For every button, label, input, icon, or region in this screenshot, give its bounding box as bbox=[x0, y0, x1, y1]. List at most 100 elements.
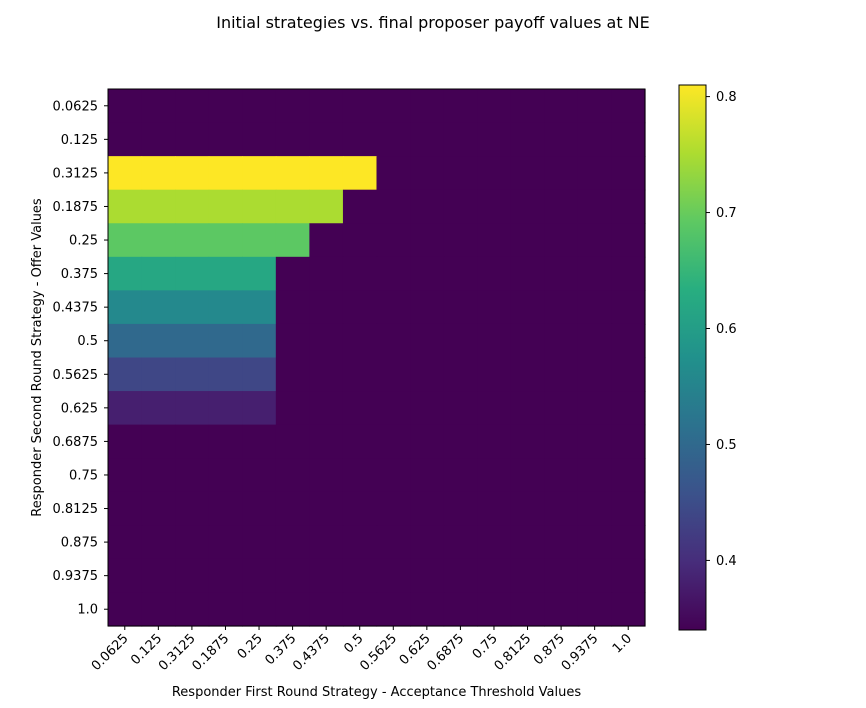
y-tick-label: 1.0 bbox=[77, 603, 98, 618]
heatmap-cell bbox=[342, 558, 378, 594]
heatmap-cell bbox=[108, 323, 143, 359]
heatmap-cell bbox=[275, 156, 310, 191]
heatmap-cell bbox=[544, 391, 579, 426]
heatmap-cell bbox=[544, 156, 579, 191]
heatmap-cell bbox=[611, 290, 646, 325]
heatmap-cell bbox=[376, 189, 411, 224]
heatmap-cell bbox=[376, 592, 411, 627]
heatmap-cell bbox=[376, 357, 411, 392]
heatmap-cell bbox=[410, 357, 445, 392]
heatmap-cell bbox=[342, 357, 378, 392]
heatmap-cell bbox=[342, 290, 378, 325]
colorbar-tick-label: 0.6 bbox=[716, 322, 737, 337]
heatmap-cell bbox=[443, 357, 478, 392]
heatmap-cell bbox=[611, 189, 646, 224]
heatmap-cell bbox=[611, 424, 646, 459]
heatmap-cell bbox=[309, 424, 344, 459]
heatmap-cell bbox=[376, 323, 411, 359]
heatmap-cell bbox=[208, 424, 243, 459]
y-axis-label: Responder Second Round Strategy - Offer … bbox=[30, 198, 45, 517]
heatmap-cell bbox=[275, 256, 310, 291]
heatmap-cell bbox=[141, 223, 176, 258]
heatmap-cell bbox=[309, 290, 344, 325]
heatmap-cell bbox=[309, 156, 344, 191]
heatmap-cell bbox=[108, 290, 143, 325]
heatmap-cell bbox=[611, 458, 646, 493]
heatmap-cell bbox=[443, 256, 478, 291]
y-tick-label: 0.0625 bbox=[53, 99, 99, 114]
x-tick-label: 0.6875 bbox=[424, 631, 467, 674]
heatmap-cell bbox=[242, 189, 277, 224]
heatmap-cell bbox=[242, 223, 277, 258]
heatmap-cell bbox=[108, 223, 143, 258]
heatmap-cell bbox=[141, 391, 176, 426]
heatmap-cell bbox=[376, 424, 411, 459]
heatmap-cell bbox=[141, 357, 176, 392]
heatmap-cell bbox=[141, 323, 176, 359]
heatmap-cell bbox=[443, 592, 478, 627]
heatmap-cell bbox=[611, 558, 646, 594]
plot-frame bbox=[107, 88, 646, 627]
heatmap-cell bbox=[175, 491, 210, 526]
heatmap-cell bbox=[208, 357, 243, 392]
heatmap-cell bbox=[108, 558, 143, 594]
heatmap-cell bbox=[208, 525, 243, 560]
heatmap-cell bbox=[477, 256, 512, 291]
heatmap-cell bbox=[342, 592, 378, 627]
heatmap-cell bbox=[376, 122, 411, 157]
heatmap-cell bbox=[175, 558, 210, 594]
heatmap-cell bbox=[175, 592, 210, 627]
heatmap-cell bbox=[309, 391, 344, 426]
heatmap-cell bbox=[577, 256, 613, 291]
heatmap-cell bbox=[544, 89, 579, 124]
heatmap-cell bbox=[175, 323, 210, 359]
heatmap-cell bbox=[342, 122, 378, 157]
y-tick-label: 0.1875 bbox=[53, 200, 99, 215]
heatmap-cell bbox=[443, 323, 478, 359]
heatmap-cell bbox=[175, 223, 210, 258]
heatmap-cell bbox=[544, 491, 579, 526]
heatmap-cell bbox=[309, 525, 344, 560]
heatmap-cell bbox=[477, 357, 512, 392]
heatmap-cell bbox=[342, 256, 378, 291]
heatmap-cell bbox=[275, 491, 310, 526]
heatmap-cell bbox=[611, 357, 646, 392]
heatmap-cell bbox=[611, 323, 646, 359]
heatmap-cell bbox=[510, 357, 545, 392]
heatmap-cell bbox=[242, 122, 277, 157]
heatmap-cell bbox=[510, 256, 545, 291]
heatmap-cell bbox=[410, 592, 445, 627]
heatmap-cell bbox=[443, 558, 478, 594]
heatmap-cell bbox=[242, 458, 277, 493]
heatmap-cell bbox=[108, 357, 143, 392]
heatmap-cell bbox=[342, 189, 378, 224]
heatmap-cell bbox=[443, 223, 478, 258]
heatmap-cell bbox=[275, 122, 310, 157]
heatmap-cell bbox=[544, 424, 579, 459]
heatmap-cell bbox=[141, 592, 176, 627]
heatmap-cell bbox=[510, 156, 545, 191]
heatmap-cell bbox=[376, 256, 411, 291]
y-tick-label: 0.875 bbox=[61, 536, 98, 551]
heatmap-cell bbox=[108, 122, 143, 157]
heatmap-cell bbox=[443, 189, 478, 224]
heatmap-cell bbox=[577, 491, 613, 526]
heatmap-cell bbox=[208, 223, 243, 258]
heatmap-cell bbox=[242, 323, 277, 359]
heatmap-cell bbox=[376, 89, 411, 124]
heatmap-cell bbox=[510, 525, 545, 560]
heatmap-cell bbox=[141, 525, 176, 560]
heatmap-cell bbox=[410, 156, 445, 191]
heatmap-cell bbox=[242, 491, 277, 526]
heatmap-cell bbox=[477, 525, 512, 560]
heatmap-cell bbox=[577, 424, 613, 459]
heatmap-cell bbox=[577, 525, 613, 560]
heatmap-cell bbox=[175, 525, 210, 560]
y-tick-label: 0.8125 bbox=[53, 502, 99, 517]
heatmap-cell bbox=[443, 458, 478, 493]
heatmap-cell bbox=[544, 122, 579, 157]
heatmap-cell bbox=[443, 525, 478, 560]
heatmap-cell bbox=[410, 491, 445, 526]
heatmap-cell bbox=[510, 89, 545, 124]
